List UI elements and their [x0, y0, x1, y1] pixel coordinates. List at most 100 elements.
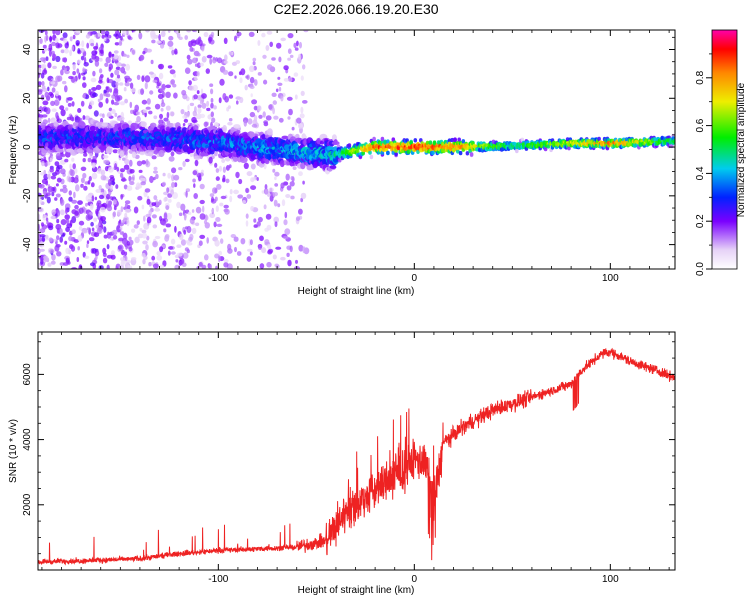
heatmap-cell — [59, 228, 63, 236]
heatmap-cell — [469, 152, 474, 157]
heatmap-cell — [102, 24, 108, 28]
snr-series-line — [38, 347, 675, 566]
heatmap-cell — [38, 59, 42, 63]
heatmap-cell — [41, 196, 44, 200]
heatmap-cell — [264, 159, 270, 165]
heatmap-cell — [283, 78, 290, 82]
y-tick-label: 40 — [22, 44, 33, 56]
heatmap-cell — [196, 71, 200, 77]
heatmap-cell — [85, 34, 91, 39]
heatmap-cell — [295, 133, 300, 139]
heatmap-cell — [62, 187, 68, 194]
heatmap-cell — [266, 243, 272, 249]
heatmap-cell — [218, 97, 222, 104]
heatmap-cell — [108, 52, 112, 58]
heatmap-cell — [38, 207, 44, 213]
heatmap-cell — [239, 156, 248, 163]
heatmap-cell — [257, 216, 263, 223]
heatmap-cell — [225, 178, 230, 184]
heatmap-cell — [49, 249, 55, 254]
heatmap-cell — [294, 94, 298, 100]
heatmap-cell — [106, 264, 110, 269]
heatmap-cell — [209, 83, 214, 87]
heatmap-cell — [42, 44, 47, 49]
heatmap-cell — [50, 175, 57, 180]
heatmap-cell — [153, 170, 158, 174]
heatmap-cell — [274, 263, 280, 268]
heatmap-cell — [68, 75, 74, 80]
heatmap-cell — [106, 205, 113, 212]
heatmap-cell — [119, 172, 124, 178]
heatmap-cell — [292, 166, 297, 171]
heatmap-cell — [152, 263, 159, 269]
heatmap-cell — [47, 161, 51, 166]
heatmap-cell — [565, 137, 570, 142]
heatmap-cell — [54, 99, 60, 106]
heatmap-cell — [103, 89, 107, 94]
heatmap-cell — [66, 217, 69, 225]
heatmap-cell — [201, 93, 207, 99]
heatmap-cell — [47, 186, 54, 193]
heatmap-cell — [489, 146, 493, 152]
heatmap-cell — [213, 105, 217, 110]
heatmap-cell — [41, 160, 45, 167]
heatmap-cell — [274, 171, 280, 177]
heatmap-cell — [145, 159, 149, 166]
heatmap-cell — [45, 181, 49, 186]
heatmap-cell — [203, 121, 208, 128]
heatmap-cell — [101, 122, 110, 127]
heatmap-cell — [43, 169, 46, 175]
heatmap-cell — [104, 166, 109, 172]
heatmap-cell — [51, 50, 55, 55]
heatmap-cell — [139, 227, 143, 232]
heatmap-cell — [95, 188, 102, 193]
heatmap-cell — [163, 212, 168, 220]
heatmap-cell — [136, 115, 141, 123]
heatmap-cell — [546, 144, 551, 149]
heatmap-cell — [54, 161, 60, 167]
figure-title: C2E2.2026.066.19.20.E30 — [273, 1, 438, 17]
heatmap-cell — [173, 174, 180, 181]
heatmap-cell — [243, 162, 249, 169]
heatmap-cell — [129, 101, 133, 109]
colorbar-tick-label: 0.4 — [695, 166, 706, 180]
heatmap-cell — [51, 253, 56, 261]
heatmap-cell — [187, 211, 192, 215]
heatmap-cell — [86, 42, 90, 49]
heatmap-cell — [281, 135, 289, 140]
heatmap-cell — [39, 38, 43, 44]
heatmap-cell — [146, 48, 153, 53]
heatmap-cell — [60, 49, 65, 54]
heatmap-cell — [226, 107, 230, 112]
heatmap-cell — [156, 40, 162, 44]
heatmap-cell — [136, 111, 141, 116]
heatmap-cell — [193, 94, 198, 100]
heatmap-cell — [89, 125, 96, 131]
heatmap-cell — [182, 252, 189, 259]
heatmap-cell — [457, 137, 462, 142]
heatmap-cell — [167, 65, 173, 69]
heatmap-cell — [247, 248, 253, 252]
heatmap-cell — [72, 34, 76, 40]
heatmap-cell — [145, 213, 152, 218]
heatmap-cell — [145, 106, 151, 110]
heatmap-cell — [141, 75, 145, 82]
heatmap-cell — [338, 158, 342, 163]
heatmap-cell — [201, 56, 207, 63]
heatmap-cell — [49, 35, 52, 43]
heatmap-cell — [59, 209, 65, 216]
heatmap-cell — [286, 96, 293, 101]
heatmap-cell — [386, 150, 390, 156]
heatmap-cell — [139, 151, 146, 156]
heatmap-cell — [192, 178, 196, 183]
heatmap-cell — [124, 203, 128, 208]
heatmap-cell — [252, 57, 257, 62]
heatmap-cell — [69, 49, 72, 57]
heatmap-cell — [249, 111, 256, 118]
heatmap-cell — [197, 104, 202, 109]
heatmap-cell — [153, 115, 158, 120]
heatmap-cell — [124, 212, 128, 218]
heatmap-cell — [59, 105, 65, 111]
heatmap-cell — [95, 84, 102, 90]
x-tick-label: 100 — [602, 574, 619, 585]
